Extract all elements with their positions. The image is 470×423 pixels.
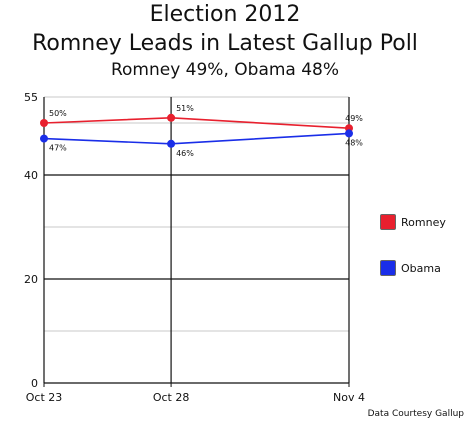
- chart-subtitle-2: Romney 49%, Obama 48%: [110, 60, 340, 80]
- data-label-romney: 50%: [49, 109, 67, 118]
- legend-swatch-obama: [380, 260, 396, 276]
- x-tick-label: Oct 23: [26, 391, 63, 404]
- x-tick-label: Oct 28: [153, 391, 190, 404]
- source-note: Data Courtesy Gallup: [367, 409, 464, 419]
- data-label-obama: 46%: [176, 149, 194, 158]
- legend-label-obama: Obama: [401, 261, 441, 275]
- legend-swatch-romney: [380, 214, 396, 230]
- data-point-romney: [167, 113, 176, 122]
- legend-item-romney: Romney: [380, 214, 446, 230]
- data-point-obama: [345, 129, 353, 138]
- data-point-romney: [40, 119, 48, 127]
- x-tick-label: Nov 4: [333, 391, 365, 404]
- data-label-romney: 51%: [176, 104, 194, 113]
- y-tick-label: 40: [24, 169, 38, 182]
- data-point-obama: [167, 139, 176, 148]
- y-tick-label: 55: [24, 91, 38, 104]
- legend-item-obama: Obama: [380, 260, 441, 276]
- y-tick-label: 0: [31, 377, 38, 390]
- data-point-obama: [40, 134, 48, 143]
- data-label-romney: 49%: [345, 114, 363, 123]
- chart-subtitle: Romney Leads in Latest Gallup Poll: [32, 31, 418, 56]
- chart-title: Election 2012: [149, 2, 301, 27]
- legend-label-romney: Romney: [401, 215, 446, 229]
- data-label-obama: 47%: [49, 144, 67, 153]
- plot-area: [44, 97, 349, 383]
- data-label-obama: 48%: [345, 138, 363, 147]
- y-tick-label: 20: [24, 273, 38, 286]
